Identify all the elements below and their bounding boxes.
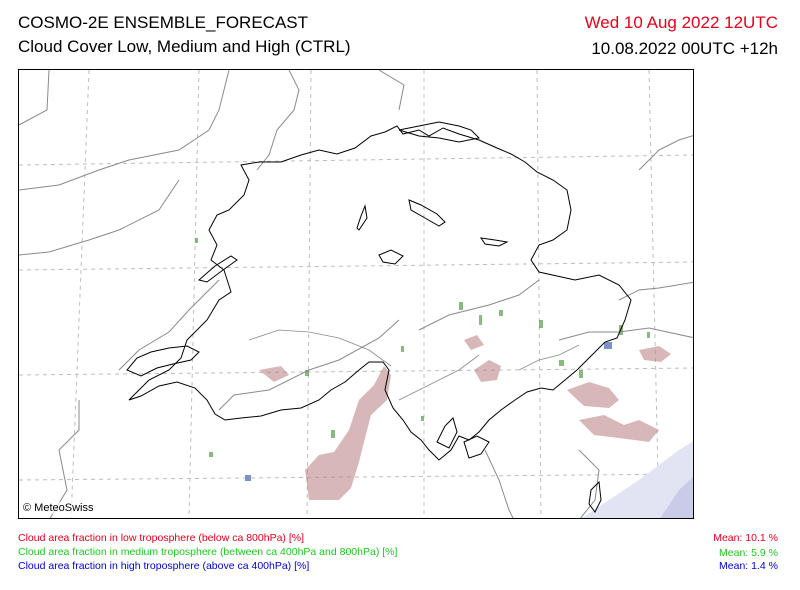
- country-border: [484, 449, 514, 518]
- low-cloud-areas: [259, 335, 671, 500]
- country-border: [418, 279, 540, 331]
- medium-cloud-cell: [579, 370, 583, 378]
- medium-cloud-cell: [421, 416, 424, 421]
- valid-date: Wed 10 Aug 2022 12UTC: [584, 13, 778, 32]
- river-line: [518, 344, 580, 371]
- low-cloud-patch: [639, 346, 671, 362]
- country-border: [578, 449, 600, 518]
- lake-maggiore: [436, 417, 458, 449]
- low-cloud-patch: [259, 366, 289, 382]
- country-border: [638, 135, 693, 171]
- lake-zurich: [408, 199, 446, 227]
- high-cloud-cell: [245, 475, 251, 481]
- grid-line: [19, 154, 693, 166]
- country-border: [19, 70, 230, 191]
- map-overlay: [19, 70, 694, 519]
- medium-cloud-cell: [647, 332, 650, 338]
- medium-cloud-cell: [539, 320, 543, 328]
- medium-cloud-cell: [559, 360, 564, 366]
- legend-high-mean: Mean: 1.4 %: [719, 560, 778, 572]
- country-border: [118, 279, 220, 371]
- medium-cloud-cell: [331, 430, 335, 438]
- low-cloud-patch: [464, 335, 484, 350]
- map-canvas: [19, 70, 694, 519]
- low-cloud-patch: [474, 360, 501, 382]
- lake-walen: [479, 237, 509, 247]
- lake-neuchatel: [197, 255, 238, 283]
- lake-geneva: [126, 345, 200, 377]
- high-cloud-haze: [660, 476, 693, 518]
- legend-medium-mean: Mean: 5.9 %: [719, 547, 778, 559]
- high-cloud-cell: [604, 342, 612, 349]
- country-border: [256, 70, 300, 171]
- medium-cloud-cell: [305, 370, 309, 376]
- lake-garda: [588, 480, 602, 513]
- grid-line: [306, 70, 312, 518]
- low-cloud-patch: [305, 366, 391, 500]
- river-line: [398, 354, 480, 401]
- high-cloud-haze: [582, 441, 693, 518]
- country-border: [49, 400, 80, 518]
- medium-cloud-cell: [459, 302, 463, 310]
- grid-line: [536, 70, 542, 518]
- grid-line: [648, 70, 660, 518]
- high-cloud-areas: [245, 342, 612, 481]
- grid-line: [19, 473, 693, 481]
- river-line: [248, 329, 392, 367]
- country-border: [19, 179, 180, 256]
- country-border: [378, 70, 405, 111]
- medium-cloud-cell: [195, 238, 198, 243]
- legend-medium-label: Cloud area fraction in medium tropospher…: [18, 546, 398, 558]
- copyright-label: © MeteoSwiss: [23, 502, 94, 514]
- country-border: [218, 319, 400, 411]
- low-cloud-patch: [567, 382, 619, 408]
- lake-lucerne: [378, 249, 404, 265]
- country-border: [618, 281, 693, 301]
- legend-high-label: Cloud area fraction in high troposphere …: [18, 560, 310, 572]
- switzerland-border: [128, 125, 632, 461]
- run-info: 10.08.2022 00UTC +12h: [591, 39, 778, 58]
- cloud-cover-map: © MeteoSwiss: [18, 69, 694, 519]
- medium-cloud-cell: [209, 452, 213, 457]
- country-border: [558, 327, 693, 341]
- rivers: [248, 329, 580, 401]
- forecast-title: COSMO-2E ENSEMBLE_FORECAST: [18, 13, 309, 32]
- grid-line: [70, 70, 90, 518]
- country-borders: [19, 70, 693, 518]
- lake-zurich-area: [356, 204, 368, 231]
- grid-line: [19, 261, 693, 271]
- medium-cloud-cell: [499, 310, 503, 316]
- lakes: [126, 121, 602, 513]
- lake-constance: [398, 121, 481, 143]
- low-cloud-patch: [579, 415, 659, 442]
- legend-low-mean: Mean: 10.1 %: [713, 532, 778, 544]
- grid-line: [188, 70, 200, 518]
- country-border: [19, 70, 50, 126]
- medium-cloud-cell: [401, 346, 404, 352]
- forecast-subtitle: Cloud Cover Low, Medium and High (CTRL): [18, 37, 351, 56]
- medium-cloud-cell: [479, 315, 482, 325]
- lake-lugano: [463, 435, 490, 459]
- legend-low-label: Cloud area fraction in low troposphere (…: [18, 532, 304, 544]
